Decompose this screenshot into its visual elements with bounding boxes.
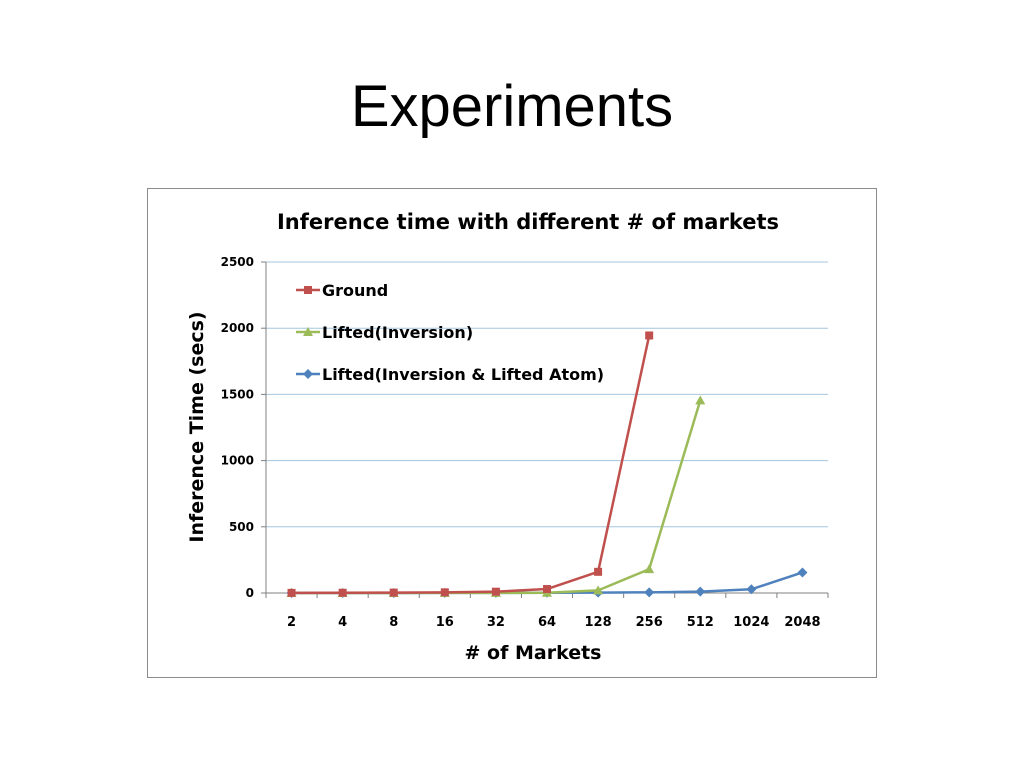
y-tick-label: 1000: [221, 454, 254, 468]
series-line: [291, 399, 702, 595]
series-0: [287, 331, 654, 597]
y-tick-label: 1500: [221, 387, 254, 401]
legend-label: Lifted(Inversion): [322, 323, 473, 342]
data-point: [389, 588, 398, 597]
x-tick-label: 4: [338, 615, 347, 630]
data-point: [746, 584, 757, 595]
x-tick-label: 512: [687, 615, 714, 630]
chart-frame: Inference time with different # of marke…: [147, 188, 877, 678]
data-point: [543, 585, 551, 594]
legend-item: Lifted(Inversion & Lifted Atom): [296, 365, 604, 384]
x-tick-label: 2048: [784, 615, 820, 630]
y-tick-labels: 0 500 1000 1500 2000 2500: [221, 255, 254, 600]
data-point: [695, 395, 706, 405]
gridlines: [266, 261, 828, 528]
y-axis-label: Inference Time (secs): [186, 311, 208, 542]
slide-title: Experiments: [350, 74, 674, 139]
data-point: [287, 588, 296, 597]
series-line: [291, 335, 651, 595]
y-tick-label: 2500: [221, 255, 254, 269]
x-tick-label: 8: [389, 615, 398, 630]
data-point: [593, 585, 604, 595]
x-tick-label: 1024: [733, 615, 769, 630]
x-tick-label: 128: [585, 615, 612, 630]
x-tick-label: 64: [538, 615, 556, 630]
data-point: [645, 331, 654, 340]
x-tick-label: 2: [287, 615, 296, 630]
series-lines: [286, 331, 808, 598]
data-point: [440, 588, 449, 597]
data-point: [644, 564, 655, 574]
chart-svg: Inference time with different # of marke…: [186, 210, 829, 664]
data-point: [594, 567, 603, 576]
x-tick-label: 32: [487, 615, 505, 630]
legend: Ground Lifted(Inversion) Lifted(Inversion …: [296, 281, 604, 384]
data-point: [797, 567, 808, 578]
data-point: [491, 587, 500, 596]
x-axis-label: # of Markets: [465, 642, 602, 664]
legend-label: Ground: [322, 281, 388, 300]
legend-marker: [304, 286, 312, 294]
legend-item: Lifted(Inversion): [296, 323, 473, 342]
legend-marker: [303, 369, 313, 379]
chart-title: Inference time with different # of marke…: [277, 210, 779, 234]
legend-item: Ground: [296, 281, 388, 300]
x-tick-labels: 2 4 8 16 32 64 128 256 512 1024 2048: [287, 615, 821, 630]
data-point: [644, 587, 655, 598]
series-1: [286, 395, 706, 597]
y-tick-label: 500: [229, 520, 254, 534]
axes: [261, 261, 829, 598]
x-tick-label: 16: [436, 615, 454, 630]
y-tick-label: 0: [246, 586, 254, 600]
data-point: [695, 586, 706, 597]
legend-marker: [303, 327, 313, 336]
data-point: [338, 588, 347, 597]
x-tick-label: 256: [636, 615, 663, 630]
legend-label: Lifted(Inversion & Lifted Atom): [322, 365, 604, 384]
y-tick-label: 2000: [221, 321, 254, 335]
